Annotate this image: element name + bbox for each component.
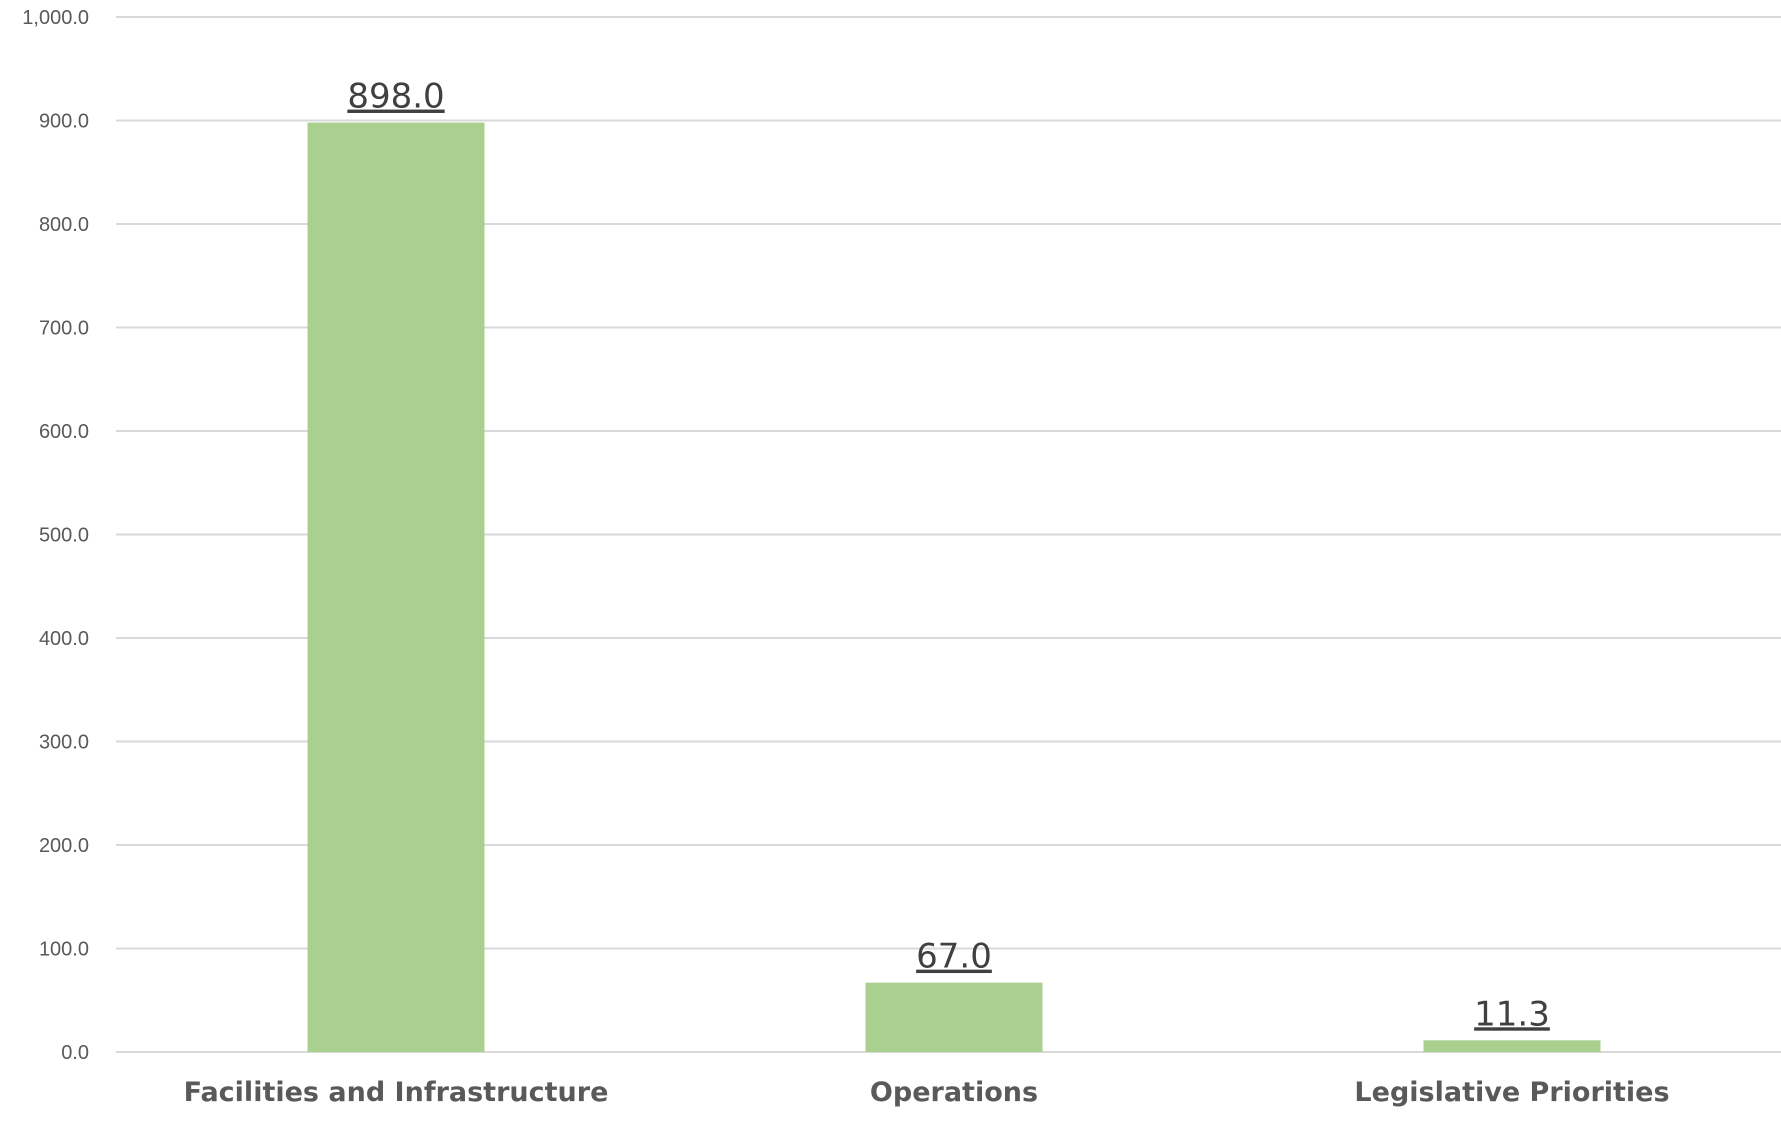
- y-tick-label: 400.0: [39, 628, 89, 650]
- y-tick-label: 1,000.0: [22, 7, 89, 29]
- data-label: 11.3: [1474, 994, 1550, 1034]
- y-tick-label: 0.0: [61, 1042, 89, 1064]
- value-labels: 898.0 67.0 11.3: [347, 77, 1550, 1035]
- data-label: 67.0: [916, 937, 992, 977]
- x-tick-label: Legislative Priorities: [1354, 1077, 1669, 1108]
- category-labels: Facilities and Infrastructure Operations L…: [184, 1077, 1670, 1108]
- y-tick-label: 100.0: [39, 939, 89, 961]
- x-tick-label: Facilities and Infrastructure: [184, 1077, 609, 1108]
- y-axis-tick-labels: 0.0 100.0 200.0 300.0 400.0 500.0 600.0 700.0 80…: [22, 7, 89, 1064]
- bar-3: [1423, 1040, 1601, 1052]
- y-tick-label: 300.0: [39, 732, 89, 754]
- bars: [307, 122, 1601, 1052]
- y-tick-label: 600.0: [39, 421, 89, 443]
- y-tick-label: 900.0: [39, 111, 89, 133]
- y-tick-label: 700.0: [39, 318, 89, 340]
- bar-1: [307, 122, 485, 1052]
- bar-2: [865, 982, 1043, 1052]
- data-label: 898.0: [347, 77, 444, 117]
- x-tick-label: Operations: [870, 1077, 1038, 1108]
- y-tick-label: 500.0: [39, 525, 89, 547]
- y-tick-label: 200.0: [39, 835, 89, 857]
- y-tick-label: 800.0: [39, 214, 89, 236]
